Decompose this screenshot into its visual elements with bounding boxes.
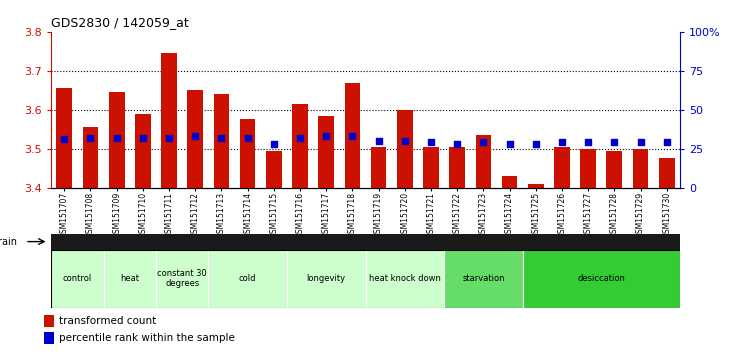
Bar	[423, 147, 439, 188]
Text: constant 30
degrees: constant 30 degrees	[157, 269, 207, 289]
Bar	[240, 120, 256, 188]
Bar	[213, 94, 230, 188]
Bar	[156, 250, 208, 308]
Point	[320, 133, 332, 139]
Bar	[366, 250, 444, 308]
Point	[373, 138, 385, 144]
Point	[399, 138, 411, 144]
Text: desiccation: desiccation	[577, 274, 625, 283]
Point	[451, 141, 463, 147]
Point	[635, 139, 646, 145]
Point	[189, 133, 201, 139]
Bar	[266, 152, 281, 188]
Point	[583, 139, 594, 145]
Text: control: control	[63, 274, 92, 283]
Point	[111, 135, 123, 141]
Bar	[528, 184, 544, 188]
Point	[85, 135, 96, 141]
Text: strain: strain	[0, 236, 17, 247]
Point	[608, 139, 620, 145]
Bar	[397, 110, 412, 188]
Text: cold: cold	[239, 274, 257, 283]
Bar	[371, 147, 387, 188]
Bar	[44, 332, 54, 344]
Bar	[83, 127, 98, 188]
Bar	[450, 147, 465, 188]
Bar	[208, 250, 287, 308]
Bar	[318, 116, 334, 188]
Bar	[580, 149, 596, 188]
Bar	[287, 250, 366, 308]
Point	[242, 135, 254, 141]
Text: longevity: longevity	[306, 274, 346, 283]
Text: heat: heat	[121, 274, 139, 283]
Bar	[56, 88, 72, 188]
Bar	[51, 250, 104, 308]
Bar	[344, 83, 360, 188]
Point	[661, 139, 673, 145]
Bar	[659, 159, 675, 188]
Bar	[554, 147, 570, 188]
Point	[58, 137, 70, 142]
Point	[163, 135, 175, 141]
Point	[477, 139, 489, 145]
Point	[294, 135, 306, 141]
Bar	[292, 104, 308, 188]
Bar	[109, 92, 124, 188]
Point	[425, 139, 437, 145]
Text: starvation: starvation	[462, 274, 504, 283]
Point	[268, 141, 280, 147]
Bar	[523, 250, 680, 308]
Text: percentile rank within the sample: percentile rank within the sample	[59, 333, 235, 343]
Point	[216, 135, 227, 141]
Bar	[135, 114, 151, 188]
Point	[346, 133, 358, 139]
Bar	[444, 250, 523, 308]
Point	[137, 135, 148, 141]
Text: heat knock down: heat knock down	[369, 274, 441, 283]
Text: GDS2830 / 142059_at: GDS2830 / 142059_at	[51, 16, 189, 29]
Bar	[44, 315, 54, 327]
Bar	[187, 90, 203, 188]
Bar	[607, 151, 622, 188]
Point	[530, 141, 542, 147]
Bar	[501, 176, 518, 188]
Bar	[632, 149, 648, 188]
Text: transformed count: transformed count	[59, 316, 156, 326]
Bar	[161, 53, 177, 188]
Bar	[475, 135, 491, 188]
Bar	[104, 250, 156, 308]
Point	[504, 141, 515, 147]
Point	[556, 139, 568, 145]
